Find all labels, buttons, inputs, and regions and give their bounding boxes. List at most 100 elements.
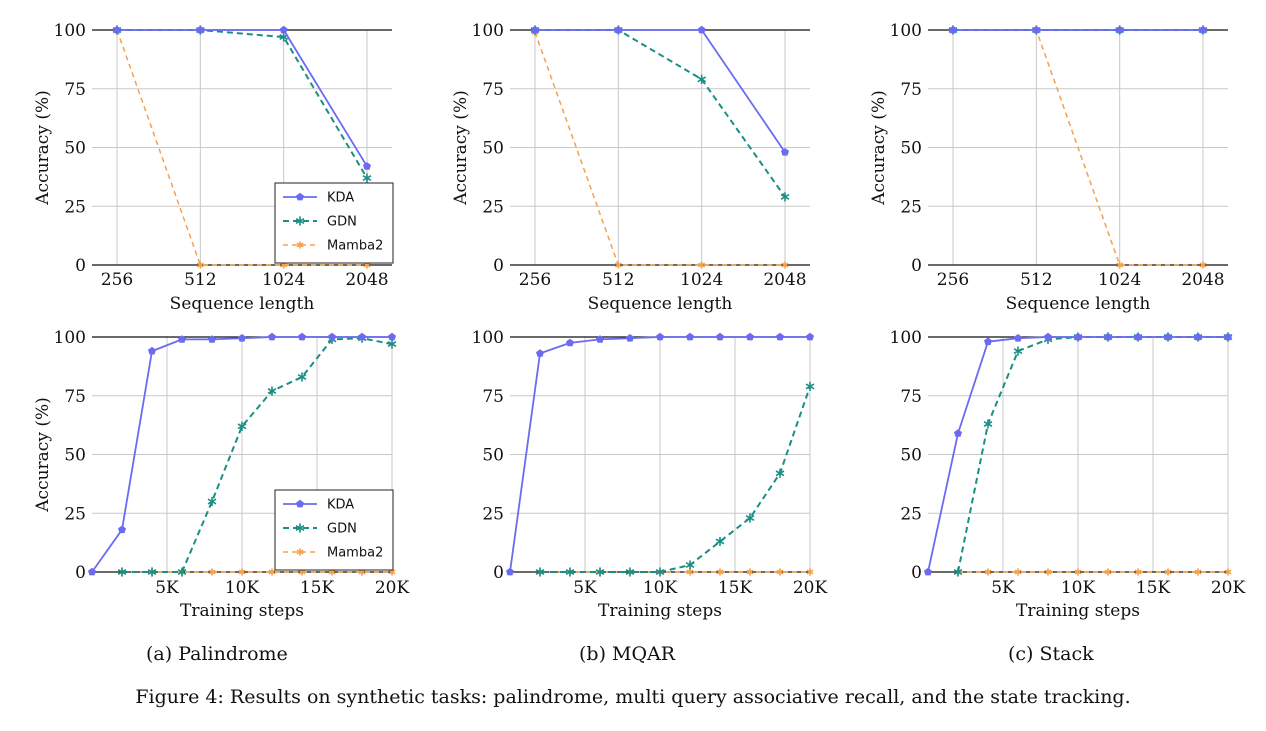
data-point-mamba2 <box>806 568 814 576</box>
data-point-kda <box>328 332 336 341</box>
y-tick-label: 0 <box>75 256 86 276</box>
series-kda <box>949 25 1207 34</box>
series-line-kda <box>535 29 786 153</box>
data-point-kda <box>954 429 962 437</box>
data-point-kda <box>1134 332 1142 341</box>
data-point-kda <box>697 25 706 34</box>
series-kda <box>88 332 396 576</box>
data-point-kda <box>148 346 156 355</box>
data-point-kda <box>536 349 544 357</box>
series-line-gdn <box>122 337 393 573</box>
data-point-kda <box>113 25 121 34</box>
data-point-mamba2 <box>698 261 706 269</box>
x-tick-label: 512 <box>1020 270 1052 290</box>
y-tick-label: 25 <box>64 504 86 524</box>
data-point-mamba2 <box>776 568 784 576</box>
data-point-gdn <box>655 567 665 577</box>
y-tick-label: 25 <box>482 504 504 524</box>
y-tick-label: 0 <box>911 563 922 583</box>
x-axis-label: Sequence length <box>588 294 733 314</box>
legend-item-gdn: GDN <box>283 522 357 537</box>
series-line-gdn <box>540 386 811 573</box>
legend: KDA GDN Mamba2 <box>274 489 394 571</box>
chart-panel-stack-steps: 0 25 50 75 100 5K 10K 15K 20K Training steps <box>890 328 1246 621</box>
data-point-mamba2 <box>1194 568 1202 576</box>
data-point-kda <box>949 25 957 34</box>
series-kda <box>113 25 371 170</box>
x-axis-label: Sequence length <box>170 294 315 314</box>
y-axis-label: Accuracy (%) <box>33 90 53 205</box>
y-tick-label: 100 <box>472 328 504 348</box>
y-tick-label: 100 <box>54 21 86 41</box>
legend-label: GDN <box>327 215 357 230</box>
series-line-gdn <box>535 29 786 198</box>
x-tick-label: 2048 <box>1181 270 1224 290</box>
legend-item-mamba2: Mamba2 <box>283 546 383 561</box>
x-tick-label: 1024 <box>1098 270 1141 290</box>
data-point-gdn <box>387 339 397 349</box>
series-gdn <box>112 25 372 183</box>
y-tick-label: 0 <box>493 256 504 276</box>
x-tick-label: 5K <box>573 578 597 598</box>
legend-label: Mamba2 <box>327 546 383 561</box>
data-point-mamba2 <box>1199 261 1207 269</box>
data-point-kda <box>1115 25 1124 34</box>
y-tick-label: 100 <box>54 328 86 348</box>
series-kda <box>924 332 1232 576</box>
data-point-gdn <box>117 567 127 577</box>
chart-panel-palindrome-seq: 0 25 50 75 100 256 512 1024 2048 Sequence length A… <box>33 21 394 314</box>
data-point-kda <box>1164 332 1172 341</box>
legend-label: Mamba2 <box>327 239 383 254</box>
y-tick-label: 50 <box>64 446 86 466</box>
data-point-kda <box>656 332 664 341</box>
data-point-mamba2 <box>1224 568 1232 576</box>
y-axis-label: Accuracy (%) <box>869 90 889 205</box>
data-point-mamba2 <box>196 261 204 269</box>
x-tick-label: 1024 <box>262 270 305 290</box>
y-axis-label: Accuracy (%) <box>451 90 471 205</box>
series-line-mamba2 <box>953 29 1203 266</box>
y-tick-label: 75 <box>482 80 504 100</box>
x-tick-label: 5K <box>991 578 1015 598</box>
data-point-kda <box>238 334 246 342</box>
subcaption-c: (c) Stack <box>1008 643 1094 665</box>
chart-panel-palindrome-steps: 0 25 50 75 100 5K 10K 15K 20K Training steps Accur… <box>33 328 409 621</box>
data-point-gdn <box>780 192 790 202</box>
y-tick-label: 75 <box>900 80 922 100</box>
data-point-kda <box>531 25 539 34</box>
data-point-kda <box>1014 334 1022 342</box>
data-point-gdn <box>237 421 247 431</box>
y-tick-label: 75 <box>482 387 504 407</box>
data-point-kda <box>298 332 306 341</box>
y-tick-label: 0 <box>75 563 86 583</box>
x-tick-label: 15K <box>300 578 335 598</box>
data-point-mamba2 <box>614 261 622 269</box>
data-point-gdn <box>697 74 707 84</box>
data-point-kda <box>806 332 814 341</box>
data-point-mamba2 <box>984 568 992 576</box>
series-gdn <box>530 25 790 202</box>
data-point-mamba2 <box>1134 568 1142 576</box>
data-point-gdn <box>625 567 635 577</box>
legend-marker <box>296 192 304 201</box>
data-point-kda <box>776 332 784 341</box>
y-tick-label: 25 <box>900 504 922 524</box>
data-point-kda <box>1194 332 1202 341</box>
subcaption-a: (a) Palindrome <box>146 643 288 665</box>
data-point-gdn <box>565 567 575 577</box>
data-point-mamba2 <box>1014 568 1022 576</box>
x-tick-label: 512 <box>602 270 634 290</box>
x-tick-label: 256 <box>101 270 133 290</box>
data-point-gdn <box>147 567 157 577</box>
x-tick-label: 10K <box>1061 578 1096 598</box>
data-point-kda <box>1199 25 1207 34</box>
chart-panel-mqar-steps: 0 25 50 75 100 5K 10K 15K 20K Training steps <box>472 328 828 621</box>
x-tick-label: 10K <box>643 578 678 598</box>
x-tick-label: 512 <box>184 270 216 290</box>
data-point-kda <box>716 332 724 341</box>
data-point-kda <box>268 332 276 341</box>
y-tick-label: 0 <box>911 256 922 276</box>
y-tick-label: 50 <box>482 446 504 466</box>
data-point-kda <box>924 567 932 576</box>
